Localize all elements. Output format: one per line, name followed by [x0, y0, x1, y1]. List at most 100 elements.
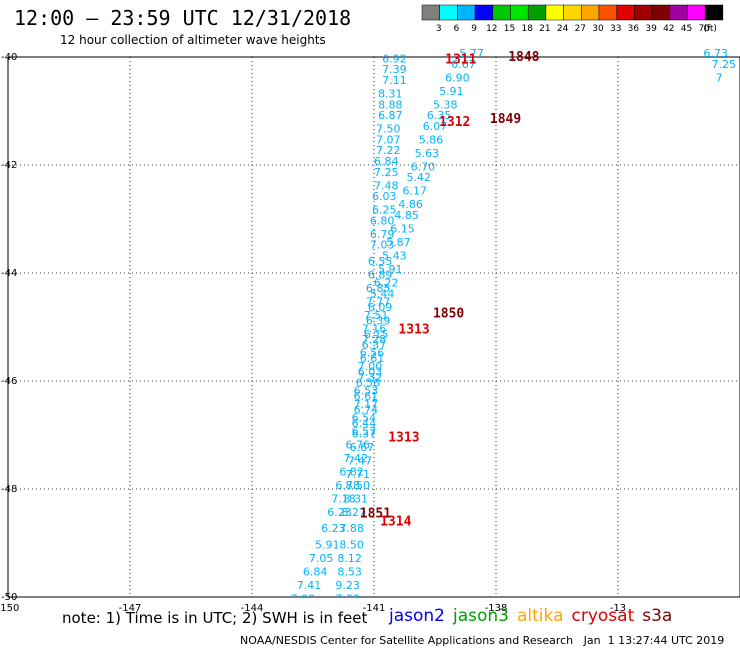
wave-height-value: 6.54 — [352, 412, 377, 425]
color-scale-label: 15 — [504, 24, 515, 34]
satellite-legend: jason2 jason3 altika cryosat s3a — [389, 606, 680, 626]
wave-height-value: 9.23 — [335, 579, 360, 592]
wave-height-value: 8.50 — [339, 538, 364, 551]
y-tick-label: -48 — [1, 484, 17, 495]
color-scale-label: 42 — [663, 24, 674, 34]
wave-height-value: 8.53 — [337, 565, 362, 578]
wave-height-value: 6.56 — [356, 376, 381, 389]
wave-height-value: 5.91 — [439, 85, 464, 98]
x-tick-label: -144 — [241, 603, 264, 614]
wave-height-value: 5.91 — [315, 538, 340, 551]
color-scale-swatch — [669, 4, 688, 21]
footer-note: note: 1) Time is in UTC; 2) SWH is in fe… — [62, 609, 368, 627]
wave-height-value: 6.09 — [368, 301, 393, 314]
wave-height-value: 5.38 — [433, 98, 458, 111]
color-scale-label: 6 — [454, 24, 460, 34]
wave-height-value: 6.53 — [354, 385, 379, 398]
wave-height-value: 6.92 — [382, 52, 407, 65]
color-scale-label: 3 — [436, 24, 442, 34]
legend-jason3: jason3 — [453, 606, 509, 626]
wave-height-value: 7.28 — [362, 333, 387, 346]
wave-height-value: 6.82 — [339, 466, 364, 479]
x-tick-label: -141 — [363, 603, 386, 614]
wave-height-value: 5.42 — [407, 171, 432, 184]
wave-height-value: 7.18 — [331, 493, 356, 506]
wave-height-value: 7.51 — [364, 309, 389, 322]
wave-height-value: 6.44 — [352, 417, 377, 430]
page-subtitle: 12 hour collection of altimeter wave hei… — [60, 33, 326, 47]
wave-height-value: 7.39 — [382, 63, 407, 76]
wave-height-value: 7.41 — [297, 579, 322, 592]
track-layer: 6.927.397.118.318.886.877.507.077.226.84… — [291, 47, 736, 605]
y-tick-label: -42 — [1, 160, 17, 171]
wave-height-value: 7.71 — [346, 468, 371, 481]
color-scale-swatch — [492, 4, 511, 21]
legend-jason2: jason2 — [389, 606, 445, 626]
wave-height-value: 6.23 — [327, 506, 352, 519]
wave-height-value: 7.00 — [358, 360, 383, 373]
wave-height-value: 7.25 — [374, 166, 399, 179]
wave-height-value: 5.86 — [419, 133, 444, 146]
pass-time-label: 1851 — [360, 506, 391, 521]
wave-height-value: 6.35 — [427, 109, 452, 122]
wave-height-value: 7.42 — [344, 452, 369, 465]
wave-height-value: 6.15 — [364, 328, 389, 341]
wave-height-value: 7.03 — [370, 239, 395, 252]
wave-height-value: 7.88 — [339, 522, 364, 535]
wave-height-value: 7.32 — [358, 371, 383, 384]
wave-height-value: 6.84 — [374, 155, 399, 168]
pass-time-label: 1313 — [398, 323, 429, 338]
color-scale-swatch — [510, 4, 529, 21]
wave-height-value: 6.89 — [368, 268, 393, 281]
wave-height-value: 7.17 — [354, 398, 379, 411]
wave-height-value: 8.50 — [346, 479, 371, 492]
wave-height-value: 6.79 — [370, 228, 395, 241]
wave-height-value: 8.27 — [341, 506, 366, 519]
color-scale-label: 12 — [486, 24, 497, 34]
wave-height-value: 6.17 — [402, 185, 427, 198]
wave-height-value: 6.76 — [346, 439, 371, 452]
wave-height-value: 6.03 — [358, 366, 383, 379]
wave-height-value: 6.55 — [368, 255, 393, 268]
color-scale-swatch — [527, 4, 547, 21]
wave-height-value: 7.16 — [362, 322, 387, 335]
wave-height-value: 4.86 — [398, 198, 423, 211]
wave-height-value: 6.61 — [360, 352, 385, 365]
wave-height-value: 6.85 — [366, 282, 391, 295]
wave-height-value: 4.85 — [394, 209, 419, 222]
wave-height-value: 7.88 — [291, 592, 316, 605]
wave-height-value: 5.44 — [370, 287, 395, 300]
y-tick-label: -40 — [1, 52, 17, 63]
color-scale-label: 18 — [521, 24, 533, 34]
wave-height-value: 7.50 — [376, 123, 401, 136]
color-scale-swatch — [687, 4, 706, 21]
wave-height-value: 6.03 — [372, 190, 397, 203]
legend-altika: altika — [517, 606, 564, 626]
wave-height-value: 5.91 — [378, 263, 403, 276]
wave-height-value: 7.11 — [382, 74, 407, 87]
wave-height-value: 6.74 — [354, 403, 379, 416]
footer-credit: NOAA/NESDIS Center for Satellite Applica… — [240, 634, 725, 647]
color-scale-label: 27 — [575, 24, 586, 34]
wave-height-value: 6.39 — [366, 314, 391, 327]
color-scale-swatch — [704, 4, 724, 21]
color-scale-label: 36 — [628, 24, 640, 34]
color-scale-swatch — [581, 4, 600, 21]
wave-height-value: 5.87 — [386, 236, 411, 249]
wave-height-value: 6.25 — [372, 204, 397, 217]
wave-height-value: 6.07 — [423, 120, 448, 133]
pass-time-label: 1311 — [445, 53, 476, 68]
y-tick-label: -46 — [1, 376, 17, 387]
color-scale-unit: (ft) — [703, 24, 717, 34]
color-scale-swatch — [616, 4, 635, 21]
color-scale-label: 21 — [539, 24, 550, 34]
color-scale-swatch — [634, 4, 653, 21]
color-scale-label: 33 — [610, 24, 621, 34]
color-scale-label: 30 — [592, 24, 604, 34]
wave-height-value: 6.15 — [390, 223, 415, 236]
wave-height-value: 6.84 — [303, 565, 328, 578]
wave-height-value: 6.87 — [378, 109, 403, 122]
pass-time-label: 1849 — [490, 112, 521, 127]
pass-time-label: 1850 — [433, 307, 464, 322]
